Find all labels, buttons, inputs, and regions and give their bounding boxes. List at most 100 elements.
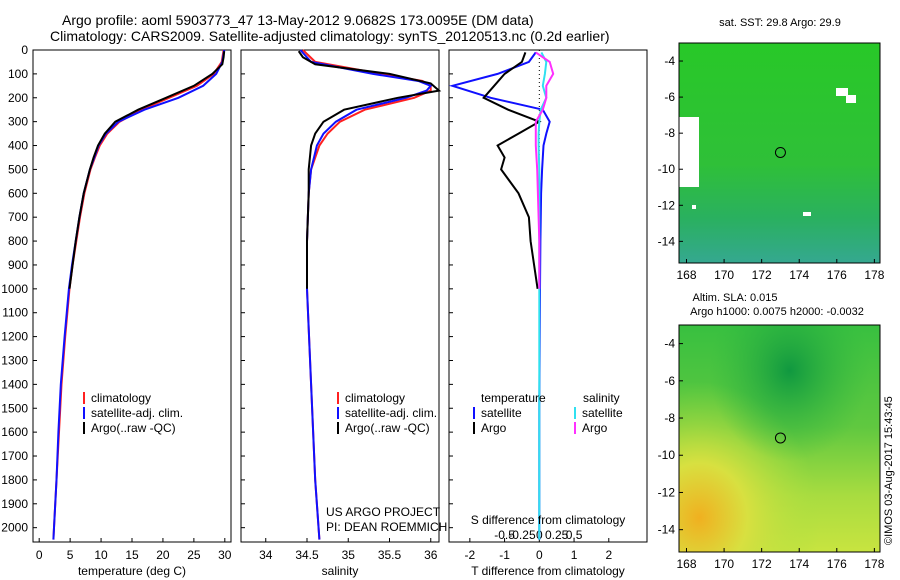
depth-tick-label: 700 xyxy=(8,210,28,224)
x-tick-label: 0 xyxy=(36,548,43,562)
x-tick-label: -2 xyxy=(465,548,476,562)
map-x-tick-label: 174 xyxy=(789,268,809,282)
x-tick-label: 34 xyxy=(259,548,273,562)
depth-tick-label: 2000 xyxy=(1,521,28,535)
depth-tick-label: 300 xyxy=(8,115,28,129)
temperature-x-axis: 0 5 10 15 20 25 30 xyxy=(36,538,232,562)
sst-map xyxy=(678,42,881,264)
map-x-tick-label: 172 xyxy=(752,268,772,282)
temperature-lines xyxy=(52,49,226,540)
temperature-panel-frame xyxy=(32,49,232,543)
series-argo-raw-qc xyxy=(68,51,226,289)
sst-map-frame xyxy=(678,42,881,264)
x-tick-label: 34.5 xyxy=(295,548,319,562)
s-tick-label: 0.25 xyxy=(545,528,569,542)
depth-tick-label: 1600 xyxy=(1,425,28,439)
depth-tick-label: 900 xyxy=(8,258,28,272)
map-x-tick-label: 178 xyxy=(864,557,884,571)
map-y-tick-label: -14 xyxy=(658,523,676,537)
legend-label-climatology: climatology xyxy=(91,391,151,405)
map-x-tick-label: 170 xyxy=(714,268,734,282)
map-x-tick-label: 168 xyxy=(676,557,696,571)
depth-tick-label: 1200 xyxy=(1,330,28,344)
depth-tick-label: 800 xyxy=(8,234,28,248)
x-tick-label: 15 xyxy=(125,548,139,562)
x-tick-label: 30 xyxy=(218,548,232,562)
depth-tick-label: 400 xyxy=(8,139,28,153)
series-temperature-argo xyxy=(482,52,542,289)
map-y-tick-label: -10 xyxy=(658,448,676,462)
map-y-tick-label: -4 xyxy=(664,337,675,351)
legend-label-argo: Argo(..raw -QC) xyxy=(345,421,430,435)
map-y-tick-label: -4 xyxy=(664,54,675,68)
x-tick-label: 35.5 xyxy=(378,548,402,562)
map-x-tick-label: 168 xyxy=(676,268,696,282)
map-x-tick-label: 172 xyxy=(752,557,772,571)
legend-label-satellite: satellite-adj. clim. xyxy=(91,406,183,420)
x-tick-label: -1 xyxy=(499,548,510,562)
x-tick-label: 5 xyxy=(67,548,74,562)
legend-header-temperature: temperature xyxy=(481,391,546,405)
salinity-legend: climatology satellite-adj. clim. Argo(..… xyxy=(337,391,437,435)
s-difference-x-axis: -0.5-0.25 0 0.250.5 xyxy=(494,528,582,542)
argo-position-marker xyxy=(774,432,786,444)
legend-label-t-satellite: satellite xyxy=(481,406,522,420)
map-y-tick-label: -14 xyxy=(658,234,676,248)
legend-label-argo: Argo(..raw -QC) xyxy=(91,421,176,435)
s-tick-label: -0.25 xyxy=(508,528,536,542)
map-y-tick-label: -6 xyxy=(664,374,675,388)
x-tick-label: 20 xyxy=(156,548,170,562)
x-tick-label: 1 xyxy=(571,548,578,562)
s-difference-xlabel: S difference from climatology xyxy=(471,513,626,527)
title-line-2: Climatology: CARS2009. Satellite-adjuste… xyxy=(50,28,610,44)
depth-tick-label: 500 xyxy=(8,162,28,176)
map-y-tick-label: -8 xyxy=(664,411,675,425)
sst-missing-data xyxy=(679,117,699,187)
imos-timestamp: ©IMOS 03-Aug-2017 15:43:45 xyxy=(883,396,895,545)
x-tick-label: 25 xyxy=(187,548,201,562)
depth-tick-label: 0 xyxy=(21,43,28,57)
depth-tick-label: 1700 xyxy=(1,449,28,463)
map-y-tick-label: -6 xyxy=(664,90,675,104)
argo-position-marker xyxy=(774,146,786,158)
pi-credit: PI: DEAN ROEMMICH xyxy=(326,520,447,534)
series-argo-raw-qc xyxy=(297,50,442,289)
sst-missing-data xyxy=(846,95,856,103)
sla-map-title: Altim. SLA: 0.015 xyxy=(693,292,778,304)
map-x-tick-label: 176 xyxy=(827,268,847,282)
difference-legend: temperature salinity satellite Argo sate… xyxy=(473,391,623,435)
x-tick-label: 36 xyxy=(424,548,438,562)
legend-label-s-argo: Argo xyxy=(582,421,608,435)
sla-map xyxy=(678,324,881,553)
t-difference-xlabel: T difference from climatology xyxy=(471,564,625,578)
depth-axis: 0 100 200 300 400 500 600 700 800 900 1000 1100 1200… xyxy=(1,43,453,535)
depth-tick-label: 1000 xyxy=(1,282,28,296)
salinity-x-axis: 34 34.5 35 35.5 36 xyxy=(259,538,438,562)
s-tick-label: 0.5 xyxy=(566,528,583,542)
depth-tick-label: 1900 xyxy=(1,497,28,511)
sst-field xyxy=(679,43,880,263)
salinity-xlabel: salinity xyxy=(322,564,359,578)
map-y-tick-label: -12 xyxy=(658,485,676,499)
map-x-tick-label: 170 xyxy=(714,557,734,571)
depth-tick-label: 1800 xyxy=(1,473,28,487)
map-x-tick-label: 176 xyxy=(827,557,847,571)
map-y-tick-label: -8 xyxy=(664,126,675,140)
map-y-tick-label: -12 xyxy=(658,198,676,212)
legend-header-salinity: salinity xyxy=(583,391,620,405)
project-credit: US ARGO PROJECT xyxy=(326,505,441,519)
map-x-tick-label: 178 xyxy=(864,268,884,282)
depth-tick-label: 200 xyxy=(8,91,28,105)
x-tick-label: 10 xyxy=(94,548,108,562)
map-y-tick-label: -10 xyxy=(658,162,676,176)
x-tick-label: 0 xyxy=(536,548,543,562)
sla-map-axes: 168 170 172 174 176 178 -4 -6 -8 -10 -12 -14 xyxy=(658,337,885,571)
map-x-tick-label: 174 xyxy=(789,557,809,571)
sla-map-subtitle: Argo h1000: 0.0075 h2000: -0.0032 xyxy=(690,306,864,318)
depth-tick-label: 1100 xyxy=(2,306,28,320)
sst-missing-data xyxy=(803,212,811,216)
sst-missing-data xyxy=(836,88,848,96)
x-tick-label: 2 xyxy=(605,548,612,562)
salinity-lines xyxy=(297,49,442,540)
